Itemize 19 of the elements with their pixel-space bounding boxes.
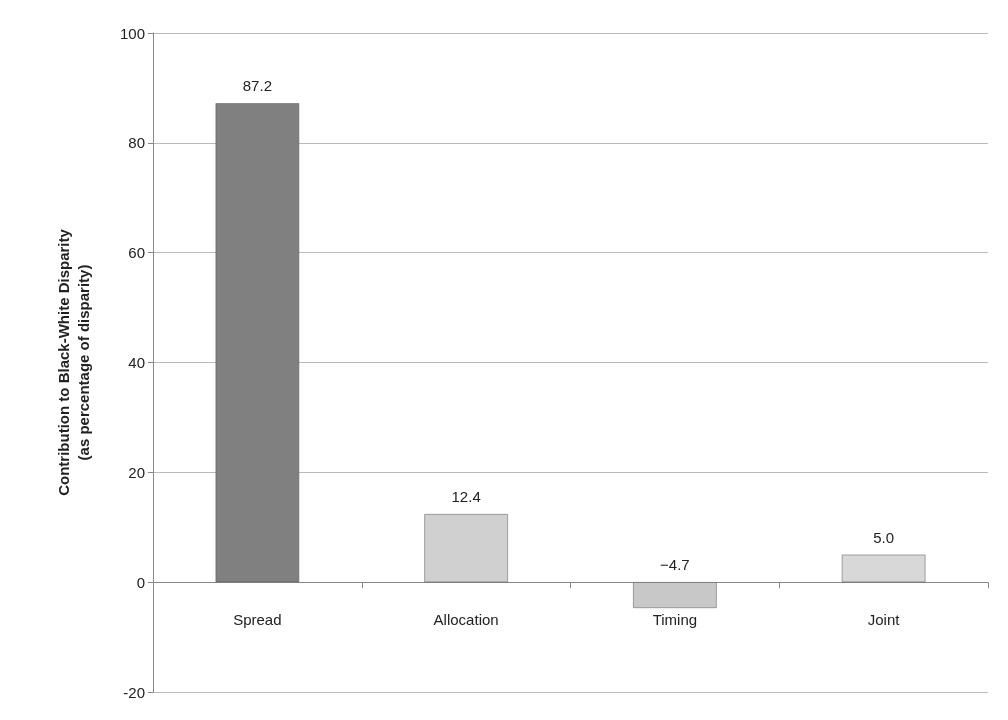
- bar: [841, 554, 926, 583]
- data-label: 5.0: [873, 528, 895, 546]
- x-tick-label: Spread: [233, 611, 282, 629]
- bar: [424, 514, 508, 583]
- y-tick-label: 60: [128, 244, 145, 262]
- y-axis-title: Contribution to Black-White Disparity (as percentage of disparity): [54, 228, 92, 496]
- y-tick-label: 40: [128, 354, 145, 371]
- y-tick-label: 80: [128, 134, 145, 152]
- x-tick-label: Timing: [652, 611, 698, 629]
- y-tick-label: 0: [136, 573, 145, 591]
- x-tick-label: Allocation: [433, 611, 499, 629]
- data-label: 87.2: [242, 77, 272, 95]
- y-tick-label: -20: [123, 683, 145, 701]
- data-label: −4.7: [660, 556, 690, 574]
- y-tick-label: 100: [119, 24, 145, 42]
- data-label: 12.4: [451, 488, 481, 506]
- bar: [633, 582, 717, 608]
- y-tick-label: 20: [128, 463, 145, 481]
- x-tick-label: Joint: [867, 611, 901, 629]
